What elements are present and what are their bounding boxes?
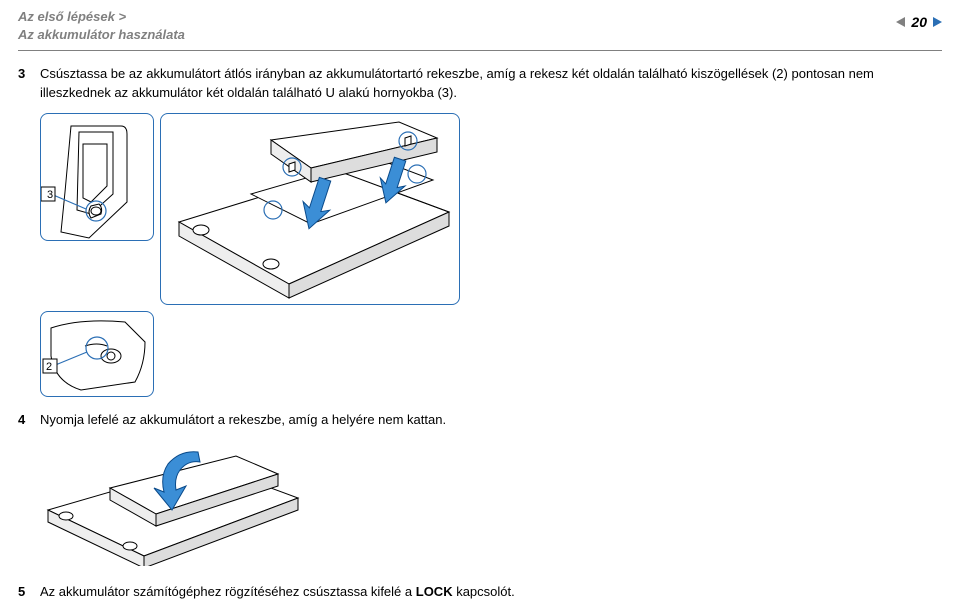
step-3-num: 3 bbox=[18, 65, 40, 103]
step-5-lock: LOCK bbox=[416, 584, 453, 599]
callout-3-label: 3 bbox=[47, 189, 53, 201]
step-3-text: Csúsztassa be az akkumulátort átlós irán… bbox=[40, 65, 942, 103]
next-page-arrow[interactable] bbox=[933, 17, 942, 27]
step-5-before: Az akkumulátor számítógéphez rögzítéséhe… bbox=[40, 584, 416, 599]
page-number: 20 bbox=[911, 14, 927, 30]
breadcrumb-line2: Az akkumulátor használata bbox=[18, 26, 960, 44]
page-nav: 20 bbox=[896, 14, 942, 30]
figure-battery-press bbox=[40, 446, 310, 566]
step-5: 5 Az akkumulátor számítógéphez rögzítésé… bbox=[18, 583, 942, 602]
step-5-text: Az akkumulátor számítógéphez rögzítéséhe… bbox=[40, 583, 942, 602]
step-4-num: 4 bbox=[18, 411, 40, 430]
figure-detail-3: 3 bbox=[40, 113, 154, 241]
step-5-after: kapcsolót. bbox=[453, 584, 515, 599]
breadcrumb-line1: Az első lépések > bbox=[18, 8, 960, 26]
callout-2-label: 2 bbox=[46, 361, 52, 373]
breadcrumb: Az első lépések > Az akkumulátor használ… bbox=[18, 8, 960, 44]
step-3: 3 Csúsztassa be az akkumulátort átlós ir… bbox=[18, 65, 942, 103]
step-4-text: Nyomja lefelé az akkumulátort a rekeszbe… bbox=[40, 411, 942, 430]
prev-page-arrow[interactable] bbox=[896, 17, 905, 27]
header-divider bbox=[18, 50, 942, 51]
step-4: 4 Nyomja lefelé az akkumulátort a rekesz… bbox=[18, 411, 942, 430]
step-5-num: 5 bbox=[18, 583, 40, 602]
figure-group-step3: 3 bbox=[40, 113, 942, 397]
figure-detail-2: 2 bbox=[40, 311, 154, 397]
figure-battery-insert bbox=[160, 113, 460, 305]
